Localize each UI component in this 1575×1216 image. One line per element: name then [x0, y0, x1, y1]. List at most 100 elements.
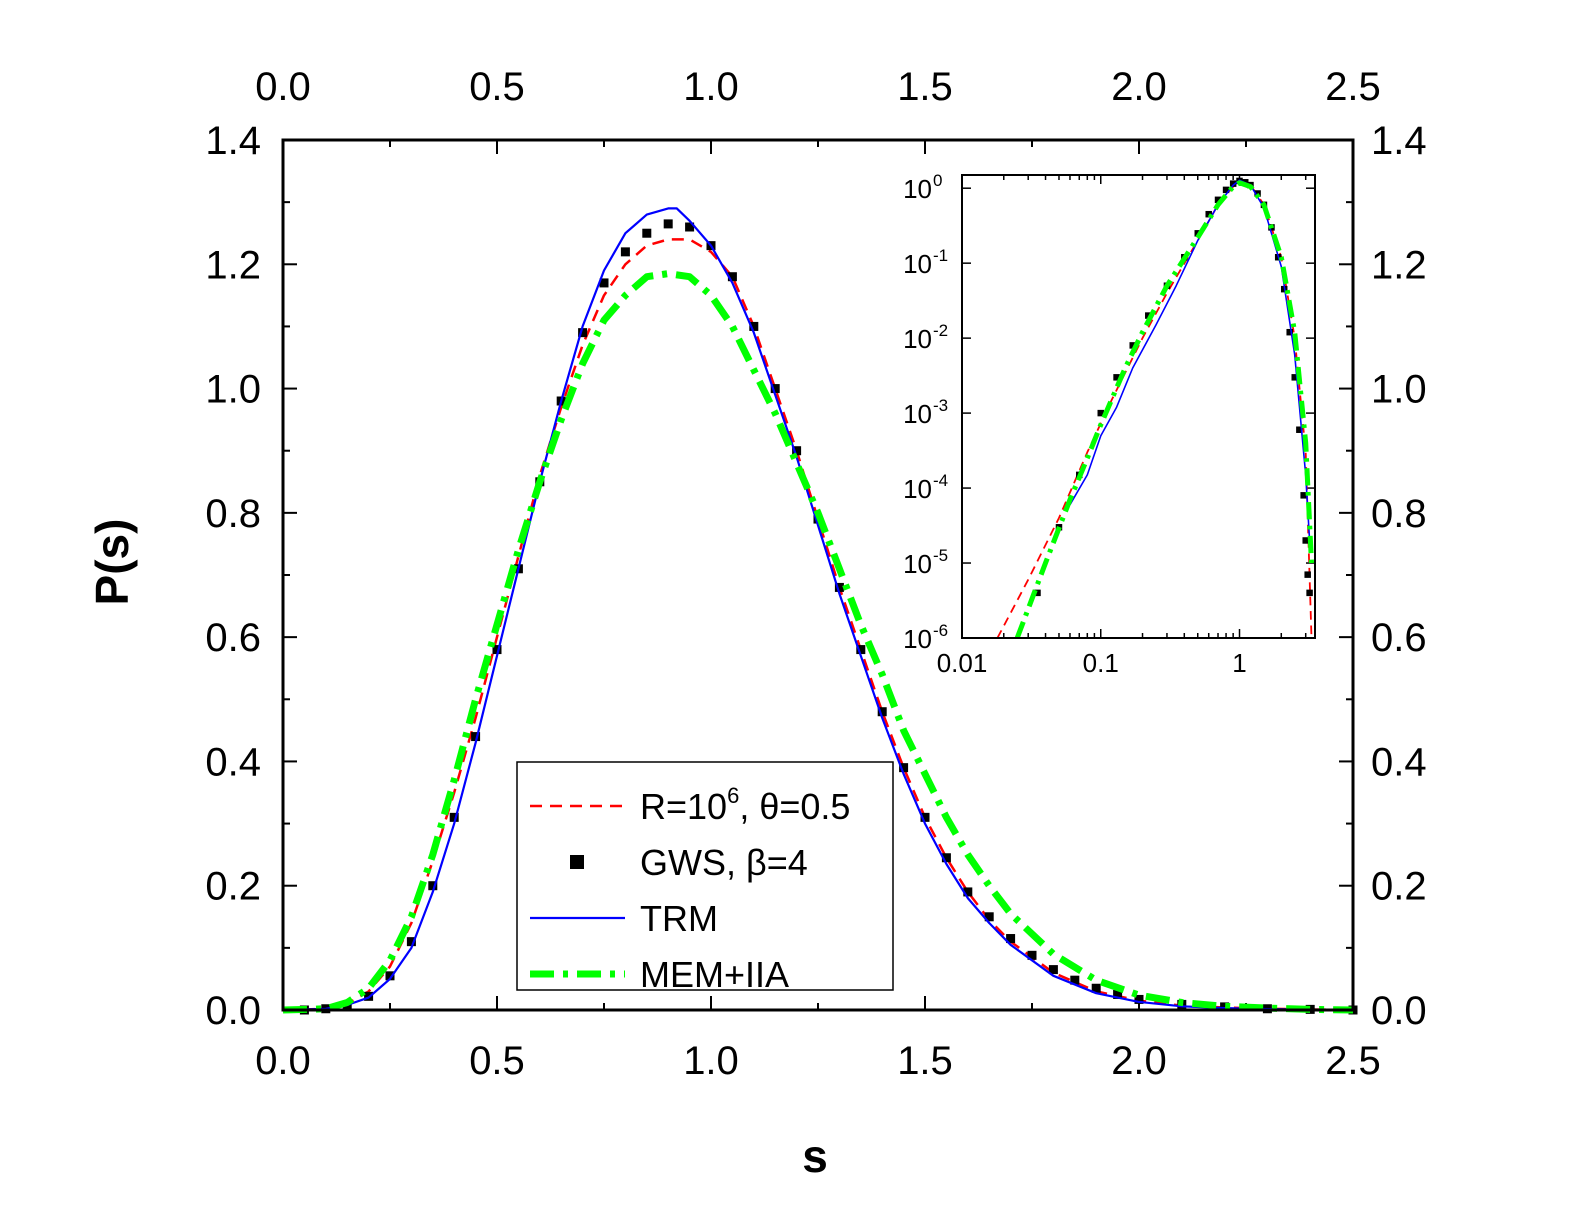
inset-y-tick-exponent: -1 [933, 246, 948, 265]
inset-gws-point [1286, 328, 1293, 336]
main-gws-point [1027, 950, 1037, 960]
main-gws-point [620, 247, 630, 257]
main-series-red [282, 238, 1354, 1012]
main-gws-point [406, 937, 416, 947]
inset-y-tick-label: 10 [903, 399, 932, 429]
legend-symbol-gws [570, 855, 584, 869]
legend-label-red: R=106, θ=0.5 [640, 783, 850, 827]
main-gws-point [941, 853, 951, 863]
main-gws-point [920, 812, 930, 822]
y-tick-label-right: 0.0 [1371, 989, 1427, 1033]
legend-superscript: 6 [727, 783, 739, 808]
inset-plot-series [996, 177, 1315, 639]
y-tick-label-right: 1.4 [1371, 119, 1427, 163]
main-gws-point [599, 278, 609, 288]
main-series-mem [282, 270, 1354, 1014]
main-gws-point [834, 582, 844, 592]
inset-gws-point [1214, 196, 1222, 204]
inset-y-tick-label: 10 [903, 174, 932, 204]
inset-gws-point [1300, 492, 1307, 499]
legend-text-part: MEM+IIA [640, 954, 789, 995]
inset-y-tick-exponent: -6 [933, 621, 948, 640]
main-gws-point [899, 763, 909, 773]
main-tick-labels: 0.0 0.0 0.5 0.5 1.0 1.0 1.5 1.5 2.0 2.0 2.5 2.5 0.0 0… [205, 65, 1426, 1083]
inset-gws-point [1034, 589, 1041, 597]
inset-frame [961, 174, 1316, 639]
y-tick-label-left: 1.2 [205, 243, 261, 287]
y-tick-label-right: 1.0 [1371, 368, 1427, 412]
inset-x-tick-label: 0.01 [937, 648, 988, 678]
main-gws-point [727, 272, 737, 282]
main-gws-point [792, 446, 802, 456]
main-plot-series [282, 207, 1358, 1015]
inset-gws-point [1113, 374, 1120, 381]
y-tick-label-right: 1.2 [1371, 243, 1427, 287]
x-tick-label-bottom: 0.0 [255, 1039, 311, 1083]
main-gws-point [984, 912, 994, 922]
inset-y-tick-exponent: 0 [933, 171, 942, 190]
inset-gws-point [1145, 312, 1152, 319]
y-tick-label-right: 0.2 [1371, 865, 1427, 909]
main-gws-point [1048, 965, 1058, 975]
legend-label-gws: GWS, β=4 [640, 842, 808, 883]
legend-text-part: , θ=0.5 [739, 786, 850, 827]
main-gws-point [1091, 983, 1101, 993]
main-gws-point [685, 222, 695, 232]
inset-gws-point [1129, 342, 1136, 349]
inset-gws-point [1296, 426, 1303, 433]
main-gws-point [1134, 994, 1144, 1004]
main-gws-point [877, 707, 887, 717]
inset-y-tick-exponent: -5 [933, 546, 948, 565]
x-tick-label-top: 1.0 [683, 65, 739, 109]
main-gws-point [385, 971, 395, 981]
inset-y-tick-label: 10 [903, 324, 932, 354]
main-gws-point [578, 328, 588, 338]
inset-series-red [996, 180, 1313, 639]
inset-red-line [996, 180, 1313, 639]
y-tick-label-left: 0.4 [205, 740, 261, 784]
inset-gws-point [1205, 210, 1212, 218]
x-tick-label-top: 1.5 [897, 65, 953, 109]
inset-y-tick-label: 10 [903, 474, 932, 504]
inset-gws-point [1222, 186, 1230, 194]
y-tick-label-left: 1.0 [205, 368, 261, 412]
x-axis-title: s [802, 1130, 828, 1182]
inset-x-tick-label: 1 [1232, 648, 1246, 678]
main-plot-frame [281, 138, 1355, 1012]
inset-mem-line [1014, 180, 1315, 639]
main-gws-point [449, 812, 459, 822]
main-gws-point [642, 228, 652, 238]
y-tick-label-left: 0.0 [205, 989, 261, 1033]
inset-gws-point [1306, 589, 1313, 597]
legend-text-part: TRM [640, 898, 718, 939]
main-gws-point [492, 645, 502, 655]
y-tick-label-left: 0.6 [205, 616, 261, 660]
legend-label-mem: MEM+IIA [640, 954, 789, 995]
main-gws-point [1113, 989, 1123, 999]
x-tick-label-top: 0.5 [469, 65, 525, 109]
main-gws-point [1220, 1002, 1230, 1012]
y-axis-title: P(s) [86, 519, 138, 606]
main-series-trm [282, 207, 1354, 1012]
legend-text-part: GWS, β=4 [640, 842, 808, 883]
inset-y-tick-label: 10 [903, 549, 932, 579]
main-red-line [282, 238, 1354, 1012]
y-tick-label-right: 0.6 [1371, 616, 1427, 660]
main-gws-point [963, 887, 973, 897]
inset-y-tick-label: 10 [903, 624, 932, 654]
y-tick-label-left: 0.8 [205, 492, 261, 536]
x-tick-label-bottom: 2.0 [1111, 1039, 1167, 1083]
inset-background [962, 175, 1315, 638]
y-tick-label-left: 0.2 [205, 865, 261, 909]
inset-gws-point [1229, 180, 1237, 187]
inset-gws-point [1304, 571, 1311, 578]
inset-y-tick-exponent: -3 [933, 396, 948, 415]
legend-label-trm: TRM [640, 898, 718, 939]
inset-gws-point [1302, 537, 1309, 544]
inset-gws-point [1254, 190, 1261, 197]
main-gws-point [770, 384, 780, 394]
legend-text-part: R=10 [640, 786, 727, 827]
x-tick-label-top: 2.0 [1111, 65, 1167, 109]
inset-gws-point [1291, 374, 1298, 381]
